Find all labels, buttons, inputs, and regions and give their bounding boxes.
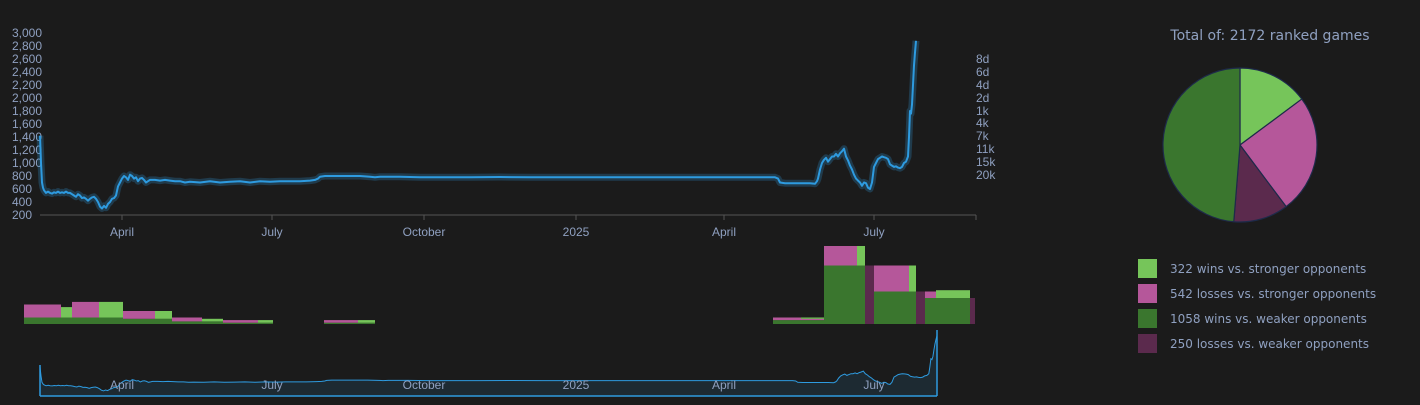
histogram-bar-segment [223, 320, 258, 323]
navigator-line [39, 335, 938, 392]
histogram-bar-segment [223, 322, 258, 324]
histogram-bar-segment [202, 318, 223, 322]
histogram-bar-segment [123, 318, 155, 324]
navigator-x-tick-label: October [403, 378, 446, 392]
histogram-bar-segment [925, 291, 936, 298]
histogram-bar-segment [916, 291, 925, 324]
navigator-x-tick-label: April [712, 378, 736, 392]
legend-swatch [1138, 259, 1157, 278]
y-tick-label-left: 2,200 [12, 78, 42, 92]
histogram-bar-segment [801, 320, 824, 324]
histogram-bar-segment [24, 304, 55, 318]
histogram-bar-segment [61, 307, 72, 318]
histogram-bar-segment [874, 291, 909, 324]
y-tick-label-left: 2,000 [12, 91, 42, 105]
x-tick-label: October [403, 225, 446, 239]
histogram-bar-segment [801, 317, 824, 319]
histogram-bar-segment [55, 304, 61, 318]
histogram-bar-segment [99, 317, 123, 324]
legend-label: 1058 wins vs. weaker opponents [1170, 312, 1367, 326]
histogram-bar-segment [801, 318, 824, 321]
histogram-bar-segment [865, 265, 874, 324]
legend-swatch [1138, 309, 1157, 328]
histogram-bar-segment [258, 320, 273, 323]
histogram-bar-segment [773, 317, 801, 321]
legend-label: 322 wins vs. stronger opponents [1170, 262, 1367, 276]
y-tick-label-left: 200 [12, 208, 32, 222]
histogram-bar-segment [874, 265, 909, 292]
histogram-bar-segment [202, 321, 223, 324]
histogram-bar-segment [970, 298, 975, 324]
y-tick-label-right: 11k [976, 142, 995, 156]
x-tick-label: July [261, 225, 282, 239]
legend-label: 250 losses vs. weaker opponents [1170, 337, 1370, 351]
histogram-bar-segment [99, 301, 123, 318]
y-tick-label-left: 1,800 [12, 104, 42, 118]
y-tick-label-right: 2d [976, 91, 989, 105]
histogram-bar-segment [258, 322, 273, 324]
histogram-bar-segment [24, 317, 55, 324]
y-tick-label-left: 2,600 [12, 52, 42, 66]
legend-swatch [1138, 334, 1157, 353]
histogram-bar-segment [72, 317, 99, 324]
histogram-bar-segment [324, 322, 358, 324]
histogram-bar-segment [358, 320, 375, 323]
histogram-bar-segment [155, 318, 172, 324]
x-tick-label: 2025 [563, 225, 590, 239]
y-tick-label-left: 1,200 [12, 143, 42, 157]
legend-label: 542 losses vs. stronger opponents [1170, 287, 1377, 301]
histogram-bar-segment [172, 321, 202, 324]
histogram-bar-segment [123, 311, 155, 319]
histogram-bar-segment [909, 265, 916, 292]
pie-slice [1239, 67, 1303, 147]
y-tick-label-right: 1k [976, 104, 990, 118]
y-tick-label-right: 15k [976, 155, 996, 169]
histogram-bar-segment [72, 301, 99, 318]
histogram-bar-segment [824, 265, 857, 324]
navigator-area-fill [40, 335, 937, 396]
y-tick-label-right: 4d [976, 78, 989, 92]
y-tick-label-left: 600 [12, 182, 32, 196]
histogram-bar-segment [773, 320, 801, 324]
x-tick-label: April [712, 225, 736, 239]
y-tick-label-right: 4k [976, 116, 990, 130]
legend-swatch [1138, 284, 1157, 303]
y-tick-label-left: 1,000 [12, 156, 42, 170]
navigator-x-tick-label: July [261, 378, 282, 392]
navigator-x-tick-label: April [110, 378, 134, 392]
pie-slice [1162, 67, 1241, 223]
histogram-bar-segment [909, 291, 916, 324]
y-tick-label-right: 20k [976, 168, 996, 182]
histogram-bar-segment [936, 290, 970, 298]
histogram-bar-segment [172, 317, 202, 322]
navigator-x-tick-label: 2025 [563, 378, 590, 392]
x-tick-label: July [863, 225, 884, 239]
histogram-bar-segment [857, 265, 865, 324]
pie-slice [1239, 98, 1318, 208]
navigator-x-tick-label: July [863, 378, 884, 392]
y-tick-label-left: 1,600 [12, 117, 42, 131]
y-tick-label-left: 800 [12, 169, 32, 183]
y-tick-label-left: 2,800 [12, 39, 42, 53]
histogram-bar-segment [155, 311, 172, 319]
y-tick-label-right: 7k [976, 129, 990, 143]
histogram-bar-segment [824, 246, 857, 266]
x-tick-label: April [110, 225, 134, 239]
histogram-bar-segment [55, 317, 61, 324]
y-tick-label-right: 8d [976, 52, 989, 66]
y-tick-label-right: 6d [976, 65, 989, 79]
histogram-bar-segment [324, 320, 358, 323]
rating-line [39, 40, 917, 210]
y-tick-label-left: 400 [12, 195, 32, 209]
histogram-bar-segment [358, 322, 375, 324]
histogram-bar-segment [857, 246, 865, 266]
histogram-bar-segment [936, 298, 970, 324]
pie-title: Total of: 2172 ranked games [1170, 28, 1370, 44]
histogram-bar-segment [61, 317, 72, 324]
y-tick-label-left: 2,400 [12, 65, 42, 79]
y-tick-label-left: 3,000 [12, 26, 42, 40]
histogram-bar-segment [925, 298, 936, 324]
y-tick-label-left: 1,400 [12, 130, 42, 144]
